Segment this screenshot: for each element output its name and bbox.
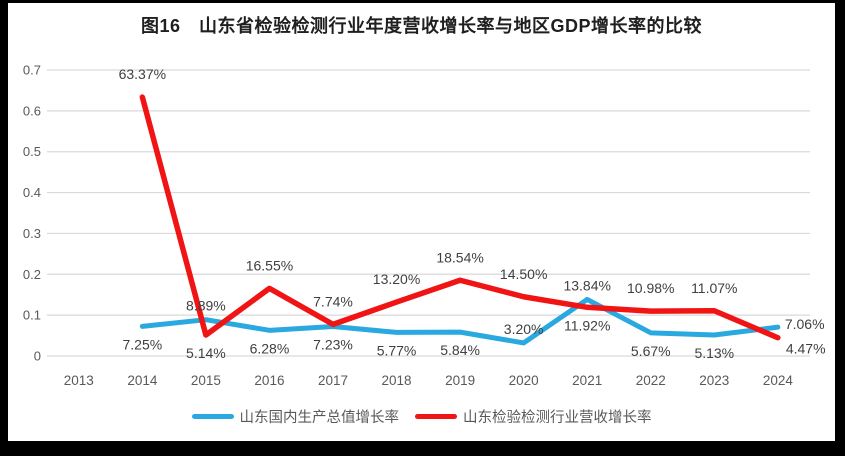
line-chart-plot: 0 0.1 0.2 0.3 0.4 0.5 0.6 0.7 2013 2014 2015 2016 20… <box>23 63 826 389</box>
y-tick-label: 0.4 <box>23 185 41 200</box>
data-label-industry: 18.54% <box>436 249 483 265</box>
data-label-industry: 11.07% <box>691 280 737 296</box>
series-line-gdp <box>139 296 781 346</box>
data-label-gdp: 5.84% <box>440 342 480 358</box>
x-tick-label: 2017 <box>318 373 348 388</box>
data-label-industry: 10.98% <box>627 280 674 296</box>
data-label-gdp: 5.77% <box>377 342 417 358</box>
x-tick-label: 2023 <box>699 373 729 388</box>
y-tick-label: 0.3 <box>23 226 41 241</box>
x-tick-label: 2013 <box>64 373 94 388</box>
data-label-industry: 11.92% <box>564 317 610 333</box>
data-label-industry: 63.37% <box>119 66 166 82</box>
x-tick-label: 2022 <box>636 373 666 388</box>
chart-container: 图16 山东省检验检测行业年度营收增长率与地区GDP增长率的比较 0 0.1 0.2… <box>8 3 835 441</box>
data-label-gdp: 3.20% <box>504 321 544 337</box>
chart-title: 图16 山东省检验检测行业年度营收增长率与地区GDP增长率的比较 <box>140 16 703 36</box>
data-label-gdp: 7.23% <box>313 336 353 352</box>
x-tick-label: 2015 <box>191 373 221 388</box>
data-label-gdp: 5.13% <box>694 345 734 361</box>
data-label-gdp: 8.89% <box>186 298 226 314</box>
data-label-industry: 16.55% <box>246 257 293 273</box>
legend-swatch-gdp-icon <box>191 413 234 419</box>
legend-item-industry: 山东检验检测行业营收增长率 <box>415 406 652 427</box>
data-label-industry: 5.14% <box>186 345 226 361</box>
x-tick-label: 2020 <box>509 373 539 388</box>
y-tick-label: 0.6 <box>23 103 41 118</box>
y-tick-label: 0 <box>34 349 41 364</box>
y-tick-label: 0.7 <box>23 63 41 78</box>
legend-label-industry: 山东检验检测行业营收增长率 <box>463 409 652 426</box>
series-line-industry <box>139 94 781 341</box>
x-tick-label: 2024 <box>763 373 794 388</box>
data-label-industry: 4.47% <box>786 341 826 357</box>
data-label-gdp: 7.06% <box>785 316 825 332</box>
data-label-gdp: 13.84% <box>563 277 610 293</box>
y-tick-label: 0.5 <box>23 144 41 159</box>
data-label-industry: 13.20% <box>373 271 420 287</box>
data-label-gdp: 5.67% <box>631 343 671 359</box>
y-tick-label: 0.2 <box>23 267 41 282</box>
data-label-industry: 14.50% <box>500 266 547 282</box>
data-label-industry: 7.74% <box>313 293 353 309</box>
data-label-gdp: 7.25% <box>122 336 162 352</box>
y-tick-label: 0.1 <box>23 308 41 323</box>
legend-item-gdp: 山东国内生产总值增长率 <box>191 406 400 427</box>
x-tick-label: 2018 <box>382 373 412 388</box>
x-tick-label: 2021 <box>572 373 602 388</box>
legend: 山东国内生产总值增长率 山东检验检测行业营收增长率 <box>8 402 835 430</box>
legend-swatch-industry-icon <box>415 413 457 419</box>
x-tick-label: 2014 <box>127 373 158 388</box>
legend-label-gdp: 山东国内生产总值增长率 <box>239 409 400 426</box>
x-tick-label: 2016 <box>254 373 284 388</box>
x-tick-label: 2019 <box>445 373 475 388</box>
data-label-gdp: 6.28% <box>250 340 290 356</box>
